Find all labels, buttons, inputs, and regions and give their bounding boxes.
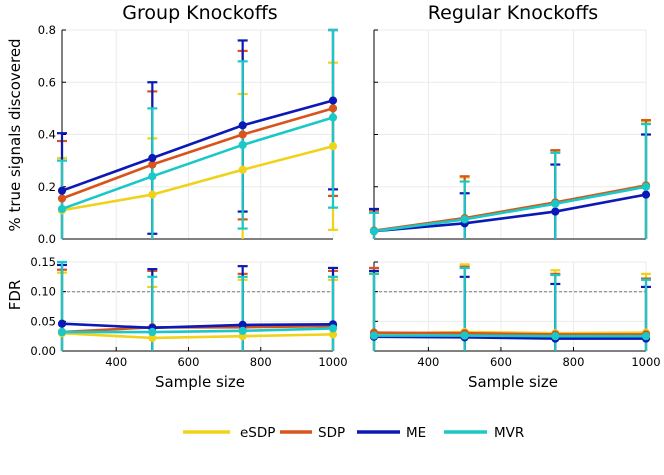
power-group-point-me [328,96,338,105]
power-group-point-me [238,121,247,130]
fdr-group-ytick-label: 0.15 [30,255,56,269]
fdr-group-point-mvr [148,327,157,337]
fdr-group-xtick-label: 600 [177,355,199,369]
power-group-ytick-label: 0.6 [38,75,56,89]
fdr-regular-xtick-label: 600 [490,355,512,369]
fdr-regular-series-line-sdp [373,331,646,336]
power-group-series-line-mvr [61,116,334,211]
power-regular-point-me [641,190,651,199]
power-regular-point-mvr [369,227,379,236]
power-regular-point-mvr [641,182,651,191]
fdr-group-ytick-label: 0.05 [30,314,56,328]
power-group-point-sdp [238,130,247,139]
ylabel-fdr: FDR [6,280,24,311]
fdr-group-xtick-label: 1000 [318,355,347,369]
power-group-series-line-me [61,99,334,192]
fdr-regular-point-mvr [369,331,379,340]
fdr-regular-point-mvr [460,331,469,340]
title-group-knockoffs: Group Knockoffs [122,2,277,24]
fdr-group-series-line-me [61,322,334,330]
fdr-regular-series-line-me [373,335,646,340]
xlabel-left: Sample size [155,373,245,391]
power-regular-point-mvr [460,215,469,224]
fdr-group-ytick-label: 0.00 [30,344,56,358]
fdr-regular-series-line-mvr [374,334,646,338]
legend-label-sdp: SDP [318,425,345,441]
power-regular-point-mvr [551,199,560,208]
power-group-point-mvr [148,172,157,181]
fdr-group-xtick-label: 400 [105,355,127,369]
power-group-point-esdp [238,165,247,174]
panel-regular-knockoffs-fdr: 400 600 800 1000 [369,261,661,369]
fdr-group-series-line-esdp [61,331,334,340]
panel-regular-knockoffs-power [369,29,651,240]
fdr-group-ytick-label: 0.10 [30,285,56,299]
title-regular-knockoffs: Regular Knockoffs [428,2,598,24]
fdr-regular-point-mvr [551,332,560,341]
fdr-group-point-me [57,319,67,328]
fdr-regular-xtick-label: 400 [417,355,439,369]
xlabel-right: Sample size [468,373,558,391]
power-group-ytick-label: 0.0 [38,232,56,246]
fdr-group-point-mvr [238,326,247,335]
panel-group-knockoffs-power: 0.0 0.2 0.4 0.6 0.8 [38,23,338,246]
power-group-point-esdp [328,142,338,151]
power-group-point-mvr [238,140,247,150]
power-group-point-me [148,153,157,163]
power-group-point-me [57,186,67,195]
legend-label-me: ME [406,425,426,441]
power-regular-point-me [551,207,560,216]
power-group-point-esdp [148,190,157,199]
power-group-point-sdp [328,104,338,113]
fdr-group-xtick-label: 800 [250,355,272,369]
fdr-group-series-line-mvr [62,327,334,334]
power-group-ytick-label: 0.8 [38,23,56,37]
legend: eSDP SDP ME MVR [183,425,524,441]
fdr-group-point-mvr [328,324,338,333]
power-regular-series-line-mvr [373,185,647,233]
power-regular-series-line-me [373,193,647,233]
power-group-ytick-label: 0.4 [38,128,56,142]
power-group-point-mvr [57,204,67,214]
power-group-series-line-sdp [61,107,334,200]
power-group-point-mvr [328,113,338,122]
power-group-series-line-esdp [61,144,334,212]
ylabel-power: % true signals discovered [6,38,24,231]
fdr-group-point-mvr [57,327,67,337]
legend-label-mvr: MVR [494,425,524,441]
fdr-regular-xtick-label: 800 [562,355,584,369]
fdr-regular-xtick-label: 1000 [631,355,660,369]
power-group-point-sdp [57,194,67,203]
power-group-ytick-label: 0.2 [38,180,56,194]
fdr-regular-point-mvr [641,332,651,341]
legend-label-esdp: eSDP [240,425,275,441]
panel-group-knockoffs-fdr: 0.00 0.05 0.10 0.15 400 600 800 1000 [30,255,347,369]
